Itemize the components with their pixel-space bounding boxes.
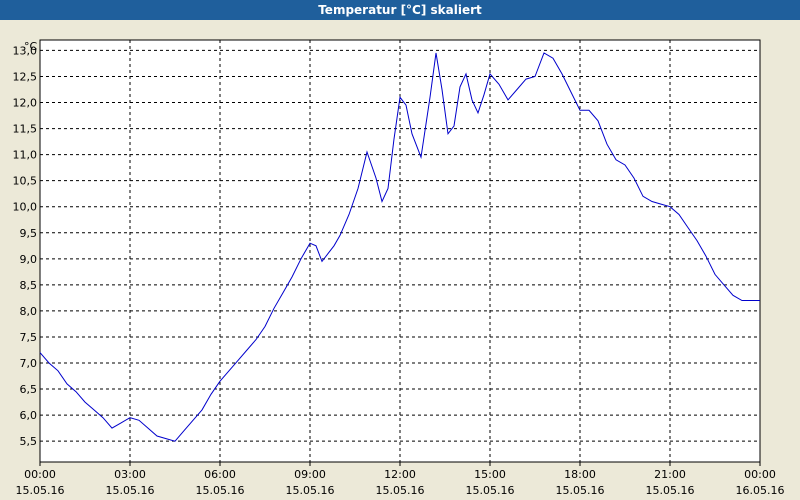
x-tick-time-label: 18:00 bbox=[564, 468, 596, 481]
y-axis-unit-label: °C bbox=[24, 40, 38, 53]
y-tick-label: 9,5 bbox=[20, 227, 38, 240]
series-group bbox=[39, 52, 760, 442]
y-tick-label: 10,5 bbox=[13, 175, 38, 188]
x-tick-time-label: 00:00 bbox=[744, 468, 776, 481]
chart-title: Temperatur [°C] skaliert bbox=[0, 0, 800, 20]
y-tick-label: 11,0 bbox=[13, 149, 38, 162]
x-tick-date-label: 15.05.16 bbox=[286, 484, 335, 497]
y-tick-label: 11,5 bbox=[13, 123, 38, 136]
y-tick-label: 12,0 bbox=[13, 97, 38, 110]
temperature-chart: 13,0 12,5 12,0 11,5 11,0 10,5 10,0 9,5 9,0 8,5 8,0… bbox=[13, 39, 785, 497]
y-tick-label: 7,5 bbox=[20, 331, 38, 344]
x-tick-time-label: 15:00 bbox=[474, 468, 506, 481]
grid-lines bbox=[40, 40, 760, 462]
x-tick-time-label: 03:00 bbox=[114, 468, 146, 481]
x-tick-time-label: 06:00 bbox=[204, 468, 236, 481]
x-tick-time-label: 12:00 bbox=[384, 468, 416, 481]
y-tick-label: 9,0 bbox=[20, 253, 38, 266]
x-tick-date-label: 15.05.16 bbox=[16, 484, 65, 497]
x-tick-date-label: 15.05.16 bbox=[106, 484, 155, 497]
y-tick-label: 6,0 bbox=[20, 409, 38, 422]
x-tick-date-label: 16.05.16 bbox=[736, 484, 785, 497]
x-tick-time-label: 21:00 bbox=[654, 468, 686, 481]
y-tick-label: 12,5 bbox=[13, 70, 38, 83]
y-tick-label: 8,5 bbox=[20, 279, 38, 292]
y-tick-label: 10,0 bbox=[13, 201, 38, 214]
x-axis-ticks: 00:00 15.05.16 03:00 15.05.16 06:00 15.05.16 0… bbox=[16, 462, 785, 497]
temperature-series-line bbox=[39, 52, 760, 442]
x-tick-date-label: 15.05.16 bbox=[466, 484, 515, 497]
y-tick-label: 6,5 bbox=[20, 383, 38, 396]
y-tick-label: 7,0 bbox=[20, 357, 38, 370]
y-axis-ticks: 13,0 12,5 12,0 11,5 11,0 10,5 10,0 9,5 9,0 8,5 8,0… bbox=[13, 44, 38, 448]
x-tick-time-label: 00:00 bbox=[24, 468, 56, 481]
y-tick-label: 5,5 bbox=[20, 435, 38, 448]
x-tick-date-label: 15.05.16 bbox=[646, 484, 695, 497]
x-tick-date-label: 15.05.16 bbox=[376, 484, 425, 497]
y-tick-label: 8,0 bbox=[20, 305, 38, 318]
y-tick-label: 13,0 bbox=[13, 44, 38, 57]
x-tick-date-label: 15.05.16 bbox=[556, 484, 605, 497]
x-tick-date-label: 15.05.16 bbox=[196, 484, 245, 497]
x-tick-time-label: 09:00 bbox=[294, 468, 326, 481]
